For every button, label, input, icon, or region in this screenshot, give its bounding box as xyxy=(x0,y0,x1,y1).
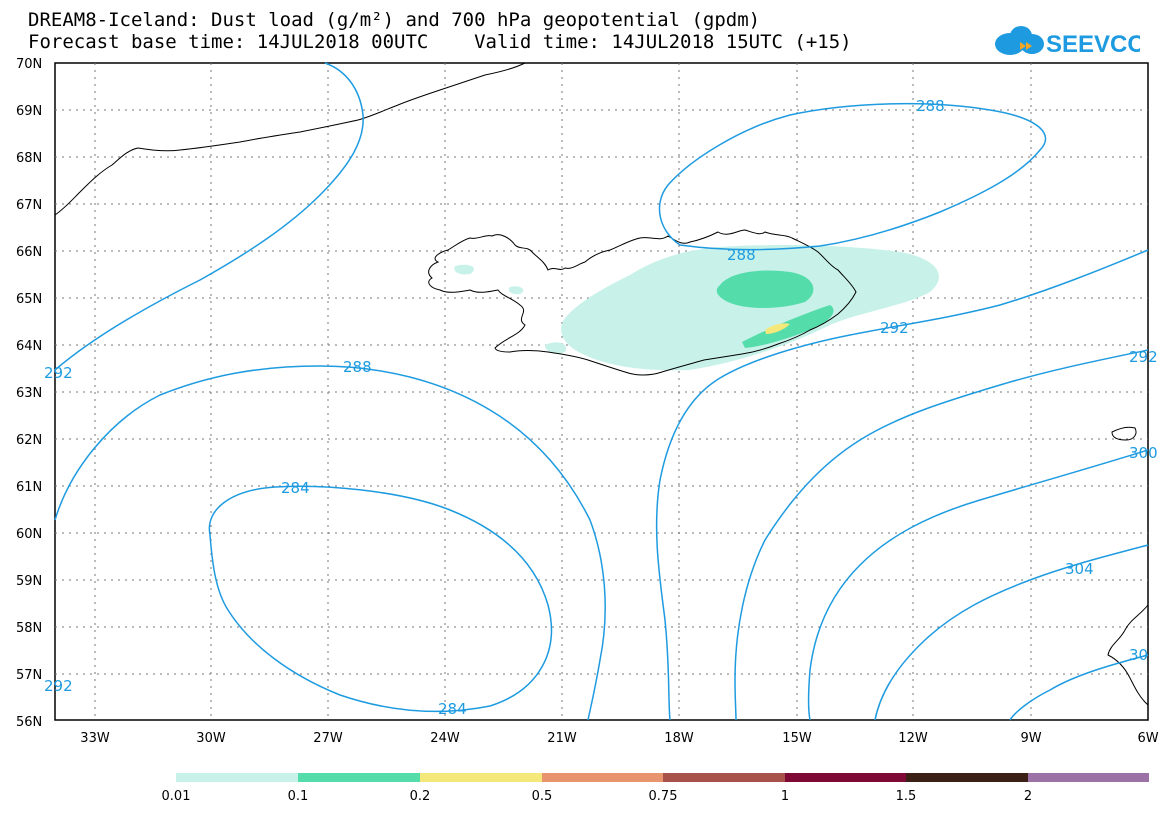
colorbar-label: 0.5 xyxy=(532,789,553,804)
svg-text:SEEVCCC: SEEVCCC xyxy=(1046,31,1140,58)
dust-shading xyxy=(454,244,939,371)
lat-label: 57N xyxy=(16,668,42,683)
scotland-coast xyxy=(1107,604,1149,706)
lon-label: 18W xyxy=(664,731,694,746)
dust-0.01-nw2 xyxy=(508,286,524,295)
lat-label: 60N xyxy=(16,527,42,542)
colorbar-label: 0.75 xyxy=(649,789,678,804)
lat-label: 61N xyxy=(16,480,42,495)
colorbar-label: 0.1 xyxy=(288,789,309,804)
colorbar-swatch xyxy=(785,773,906,782)
contour-308 xyxy=(1009,654,1149,721)
lat-label: 63N xyxy=(16,386,42,401)
longitude-labels: 33W 30W 27W 24W 21W 18W 15W 12W 9W 6W xyxy=(80,731,1158,746)
contour-288-north xyxy=(658,102,1047,251)
contour-284 xyxy=(208,485,553,713)
map-title: DREAM8-Iceland: Dust load (g/m²) and 700… xyxy=(28,9,761,31)
geopotential-contours xyxy=(54,62,1149,721)
colorbar-swatch xyxy=(298,773,420,782)
lat-label: 69N xyxy=(16,104,42,119)
colorbar-swatch xyxy=(663,773,785,782)
lat-label: 68N xyxy=(16,151,42,166)
lon-label: 21W xyxy=(547,731,577,746)
lat-label: 62N xyxy=(16,433,42,448)
contour-label: 288 xyxy=(916,97,945,115)
dust-0.01-west xyxy=(545,342,566,354)
colorbar: 0.01 0.1 0.2 0.5 0.75 1 1.5 2 xyxy=(162,773,1149,804)
contour-label: 288 xyxy=(727,246,756,264)
contour-label: 284 xyxy=(281,479,310,497)
contour-label: 292 xyxy=(1129,348,1158,366)
contour-label: 284 xyxy=(438,700,467,718)
cloud-icon xyxy=(995,26,1044,55)
lon-label: 9W xyxy=(1020,731,1041,746)
dust-0.01-region xyxy=(561,244,939,371)
contour-label: 292 xyxy=(880,319,909,337)
lon-label: 33W xyxy=(80,731,110,746)
lat-label: 67N xyxy=(16,198,42,213)
contour-292-east xyxy=(655,249,1149,721)
lat-label: 66N xyxy=(16,245,42,260)
colorbar-label: 1 xyxy=(781,789,789,804)
contour-292-west xyxy=(54,62,364,371)
colorbar-label: 0.2 xyxy=(410,789,431,804)
colorbar-label: 2 xyxy=(1024,789,1032,804)
lat-label: 65N xyxy=(16,292,42,307)
contour-label: 300 xyxy=(1129,444,1158,462)
graticule xyxy=(55,63,1148,720)
faroe-islands xyxy=(1111,426,1137,441)
dust-0.01-nw xyxy=(454,264,475,275)
colorbar-swatch xyxy=(1028,773,1149,782)
contour-label: 292 xyxy=(44,677,73,695)
lon-label: 12W xyxy=(898,731,928,746)
latitude-labels: 70N 69N 68N 67N 66N 65N 64N 63N 62N 61N … xyxy=(16,57,42,730)
colorbar-swatch xyxy=(542,773,663,782)
coastlines xyxy=(54,62,1149,706)
lon-label: 27W xyxy=(313,731,343,746)
colorbar-label: 0.01 xyxy=(162,789,191,804)
lon-label: 6W xyxy=(1137,731,1158,746)
lat-label: 56N xyxy=(16,715,42,730)
dust-0.1-south xyxy=(742,305,834,348)
contour-296 xyxy=(734,349,1149,721)
dust-0.1-central xyxy=(716,270,814,308)
contour-label: 288 xyxy=(343,358,372,376)
colorbar-label: 1.5 xyxy=(896,789,917,804)
lat-label: 64N xyxy=(16,339,42,354)
contour-label: 292 xyxy=(44,364,73,382)
contour-288-south xyxy=(54,365,606,721)
contour-300 xyxy=(807,449,1149,721)
greenland-coast xyxy=(54,62,526,216)
lat-label: 70N xyxy=(16,57,42,72)
map-subtitle: Forecast base time: 14JUL2018 00UTC Vali… xyxy=(28,31,852,53)
contour-304 xyxy=(874,544,1149,721)
lon-label: 15W xyxy=(782,731,812,746)
seevccc-logo: SEEVCCC xyxy=(995,26,1140,58)
contour-label: 304 xyxy=(1065,560,1094,578)
lon-label: 24W xyxy=(430,731,460,746)
lat-label: 59N xyxy=(16,574,42,589)
lon-label: 30W xyxy=(196,731,226,746)
colorbar-swatch xyxy=(420,773,542,782)
contour-label: 30 xyxy=(1129,646,1148,664)
colorbar-swatch xyxy=(176,773,298,782)
iceland-coast xyxy=(428,229,857,376)
colorbar-swatch xyxy=(906,773,1028,782)
dust-0.2-south xyxy=(765,323,790,334)
contour-labels: 288 288 292 292 288 284 284 292 292 300 … xyxy=(44,97,1158,718)
lat-label: 58N xyxy=(16,621,42,636)
